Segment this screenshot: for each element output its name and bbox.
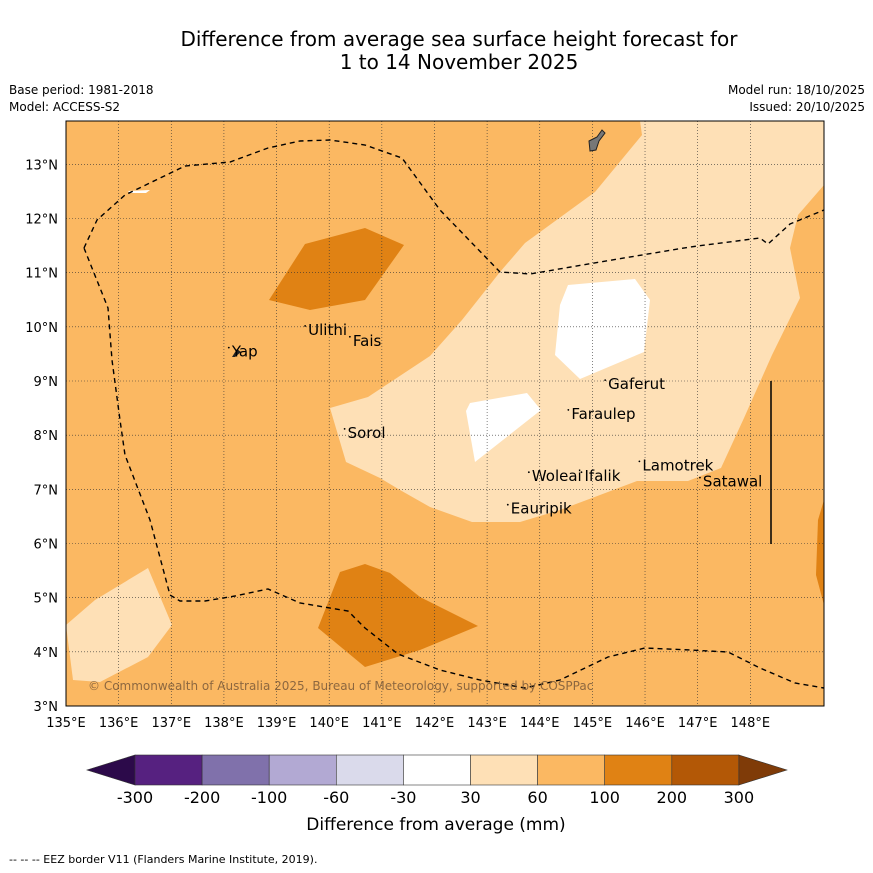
colorbar-swatch	[671, 754, 740, 786]
meta-left: Base period: 1981-2018 Model: ACCESS-S2	[9, 82, 154, 116]
colorbar-swatch	[403, 754, 471, 786]
place-label: Faraulep	[571, 405, 635, 423]
guam-island	[588, 129, 606, 152]
lon-tick-label: 137°E	[152, 716, 192, 731]
lon-tick-label: 141°E	[362, 716, 402, 731]
place-label: Fais	[353, 332, 382, 350]
colorbar-swatch	[335, 754, 404, 786]
place-label: Gaferut	[608, 375, 665, 393]
anomaly-neutral-region-east	[555, 279, 650, 379]
eez-border	[83, 139, 825, 689]
lon-tick-label: 143°E	[467, 716, 507, 731]
place-label: Ifalik	[584, 467, 620, 485]
colorbar-title: Difference from average (mm)	[306, 815, 565, 835]
place-marker	[227, 346, 230, 349]
place-marker	[638, 460, 641, 463]
lon-tick-label: 147°E	[678, 716, 718, 731]
place-label: Ulithi	[308, 321, 347, 339]
title-line-2: 1 to 14 November 2025	[339, 50, 579, 74]
colorbar-tick-label: -300	[117, 788, 153, 807]
lon-tick-label: 139°E	[257, 716, 297, 731]
colorbar-swatch	[201, 754, 270, 786]
colorbar-swatch	[134, 754, 203, 786]
lon-tick-label: 148°E	[731, 716, 771, 731]
colorbar-swatch	[268, 754, 337, 786]
place-marker	[348, 335, 351, 338]
lon-tick-label: 144°E	[520, 716, 560, 731]
colorbar-tick-label: -60	[323, 788, 349, 807]
place-marker	[567, 409, 570, 411]
lon-tick-label: 138°E	[204, 716, 244, 731]
anomaly-30-60-region-southwest	[66, 568, 172, 682]
place-marker	[343, 427, 346, 430]
model-run: Model run: 18/10/2025	[727, 83, 865, 97]
place-label: Eauripik	[511, 500, 572, 518]
anomaly-neutral-region-west	[466, 393, 541, 462]
base-period: Base period: 1981-2018	[9, 83, 154, 97]
lon-tick-label: 146°E	[625, 716, 665, 731]
islands	[128, 129, 606, 357]
lat-tick-label: 13°N	[25, 158, 58, 173]
colorbar-low-extend	[85, 754, 136, 786]
colorbar-tick-label: -200	[184, 788, 220, 807]
lon-tick-label: 136°E	[99, 716, 139, 731]
lat-tick-label: 6°N	[34, 538, 59, 553]
place-label: Satawal	[703, 473, 762, 491]
colorbar-high-extend	[738, 754, 788, 786]
chart-title: Difference from average sea surface heig…	[0, 28, 873, 74]
lon-tick-label: 142°E	[415, 716, 455, 731]
place-label: Lamotrek	[642, 456, 713, 474]
lat-tick-label: 9°N	[34, 375, 59, 390]
place-marker	[699, 476, 701, 479]
issued-date: Issued: 20/10/2025	[749, 100, 865, 114]
small-island-north	[128, 190, 150, 193]
colorbar-tick-label: 60	[527, 788, 547, 807]
place-marker	[304, 325, 307, 327]
place-label: Woleai	[532, 467, 582, 485]
meta-right: Model run: 18/10/2025 Issued: 20/10/2025	[728, 82, 865, 116]
colorbar: -300 -200 -100 -60 -30 30 60 100 200 300	[85, 754, 788, 807]
model-name: Model: ACCESS-S2	[9, 100, 121, 114]
anomaly-100-200-region-south	[318, 564, 478, 667]
anomaly-100-200-region-east	[816, 500, 824, 605]
lon-tick-label: 140°E	[309, 716, 349, 731]
axis-tick-labels: 135°E 136°E 137°E 138°E 139°E 140°E 141°E 142°E…	[25, 158, 770, 731]
eez-footnote: -- -- -- EEZ border V11 (Flanders Marine…	[9, 853, 318, 866]
colorbar-swatch	[470, 754, 538, 786]
colorbar-tick-label: 30	[460, 788, 480, 807]
title-line-1: Difference from average sea surface heig…	[180, 27, 738, 51]
yap-island	[232, 349, 241, 357]
colorbar-swatch	[537, 754, 605, 786]
lat-tick-label: 5°N	[34, 592, 59, 607]
lon-tick-label: 135°E	[46, 716, 86, 731]
colorbar-tick-label: -100	[251, 788, 287, 807]
colorbar-tick-label: -30	[390, 788, 416, 807]
place-marker	[580, 471, 583, 474]
place-marker	[527, 471, 530, 474]
place-marker	[506, 503, 509, 506]
graticule	[66, 121, 824, 706]
lat-tick-label: 8°N	[34, 429, 59, 444]
lat-tick-label: 10°N	[25, 321, 58, 336]
place-labels: Yap Ulithi Fais Gaferut Faraulep Sorol Woleai I…	[227, 321, 762, 518]
lat-tick-label: 11°N	[25, 267, 58, 282]
lat-tick-label: 7°N	[34, 483, 59, 498]
lat-tick-label: 3°N	[34, 700, 59, 715]
colorbar-swatch	[604, 754, 673, 786]
map-frame	[65, 120, 825, 707]
colorbar-tick-label: 300	[724, 788, 755, 807]
lon-tick-label: 145°E	[573, 716, 613, 731]
colorbar-tick-label: 200	[657, 788, 688, 807]
lat-tick-label: 4°N	[34, 646, 59, 661]
copyright-text: © Commonwealth of Australia 2025, Bureau…	[88, 679, 593, 693]
anomaly-100-200-region-north	[269, 228, 404, 310]
place-label: Sorol	[348, 424, 386, 442]
place-label: Yap	[231, 343, 258, 361]
colorbar-tick-label: 100	[589, 788, 620, 807]
lat-tick-label: 12°N	[25, 213, 58, 228]
place-marker	[604, 379, 607, 382]
